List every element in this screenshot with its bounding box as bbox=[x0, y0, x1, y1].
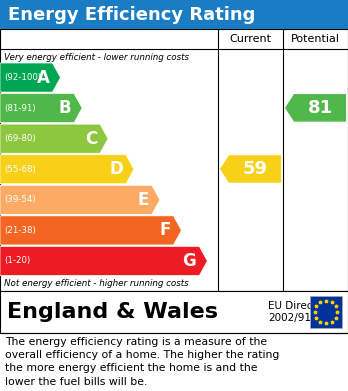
Text: 81: 81 bbox=[307, 99, 333, 117]
Text: Energy Efficiency Rating: Energy Efficiency Rating bbox=[8, 5, 255, 23]
Text: (39-54): (39-54) bbox=[4, 196, 35, 204]
Text: Potential: Potential bbox=[291, 34, 340, 44]
Text: EU Directive
2002/91/EC: EU Directive 2002/91/EC bbox=[268, 301, 332, 323]
Text: The energy efficiency rating is a measure of the
overall efficiency of a home. T: The energy efficiency rating is a measur… bbox=[5, 337, 279, 387]
Text: England & Wales: England & Wales bbox=[7, 302, 218, 322]
Polygon shape bbox=[0, 93, 82, 123]
Polygon shape bbox=[0, 216, 181, 245]
Text: (55-68): (55-68) bbox=[4, 165, 36, 174]
Text: F: F bbox=[159, 221, 171, 239]
Text: (21-38): (21-38) bbox=[4, 226, 36, 235]
Polygon shape bbox=[0, 63, 61, 92]
Bar bbox=[310, 296, 342, 328]
Text: Very energy efficient - lower running costs: Very energy efficient - lower running co… bbox=[4, 54, 189, 63]
Polygon shape bbox=[285, 94, 346, 122]
Polygon shape bbox=[220, 155, 281, 183]
Text: Current: Current bbox=[229, 34, 271, 44]
Text: A: A bbox=[37, 68, 49, 86]
Text: G: G bbox=[183, 252, 196, 270]
Text: D: D bbox=[109, 160, 123, 178]
Text: 59: 59 bbox=[243, 160, 268, 178]
Bar bbox=[0, 0, 348, 29]
Polygon shape bbox=[0, 185, 160, 214]
Text: (1-20): (1-20) bbox=[4, 256, 30, 265]
Polygon shape bbox=[0, 124, 108, 153]
Polygon shape bbox=[0, 246, 207, 276]
Polygon shape bbox=[0, 155, 134, 184]
Text: C: C bbox=[85, 130, 97, 148]
Bar bbox=[0, 291, 348, 333]
Text: (69-80): (69-80) bbox=[4, 134, 35, 143]
Bar bbox=[0, 29, 348, 291]
Text: E: E bbox=[137, 191, 149, 209]
Text: (81-91): (81-91) bbox=[4, 104, 35, 113]
Text: Not energy efficient - higher running costs: Not energy efficient - higher running co… bbox=[4, 280, 189, 289]
Text: B: B bbox=[58, 99, 71, 117]
Text: (92-100): (92-100) bbox=[4, 73, 41, 82]
